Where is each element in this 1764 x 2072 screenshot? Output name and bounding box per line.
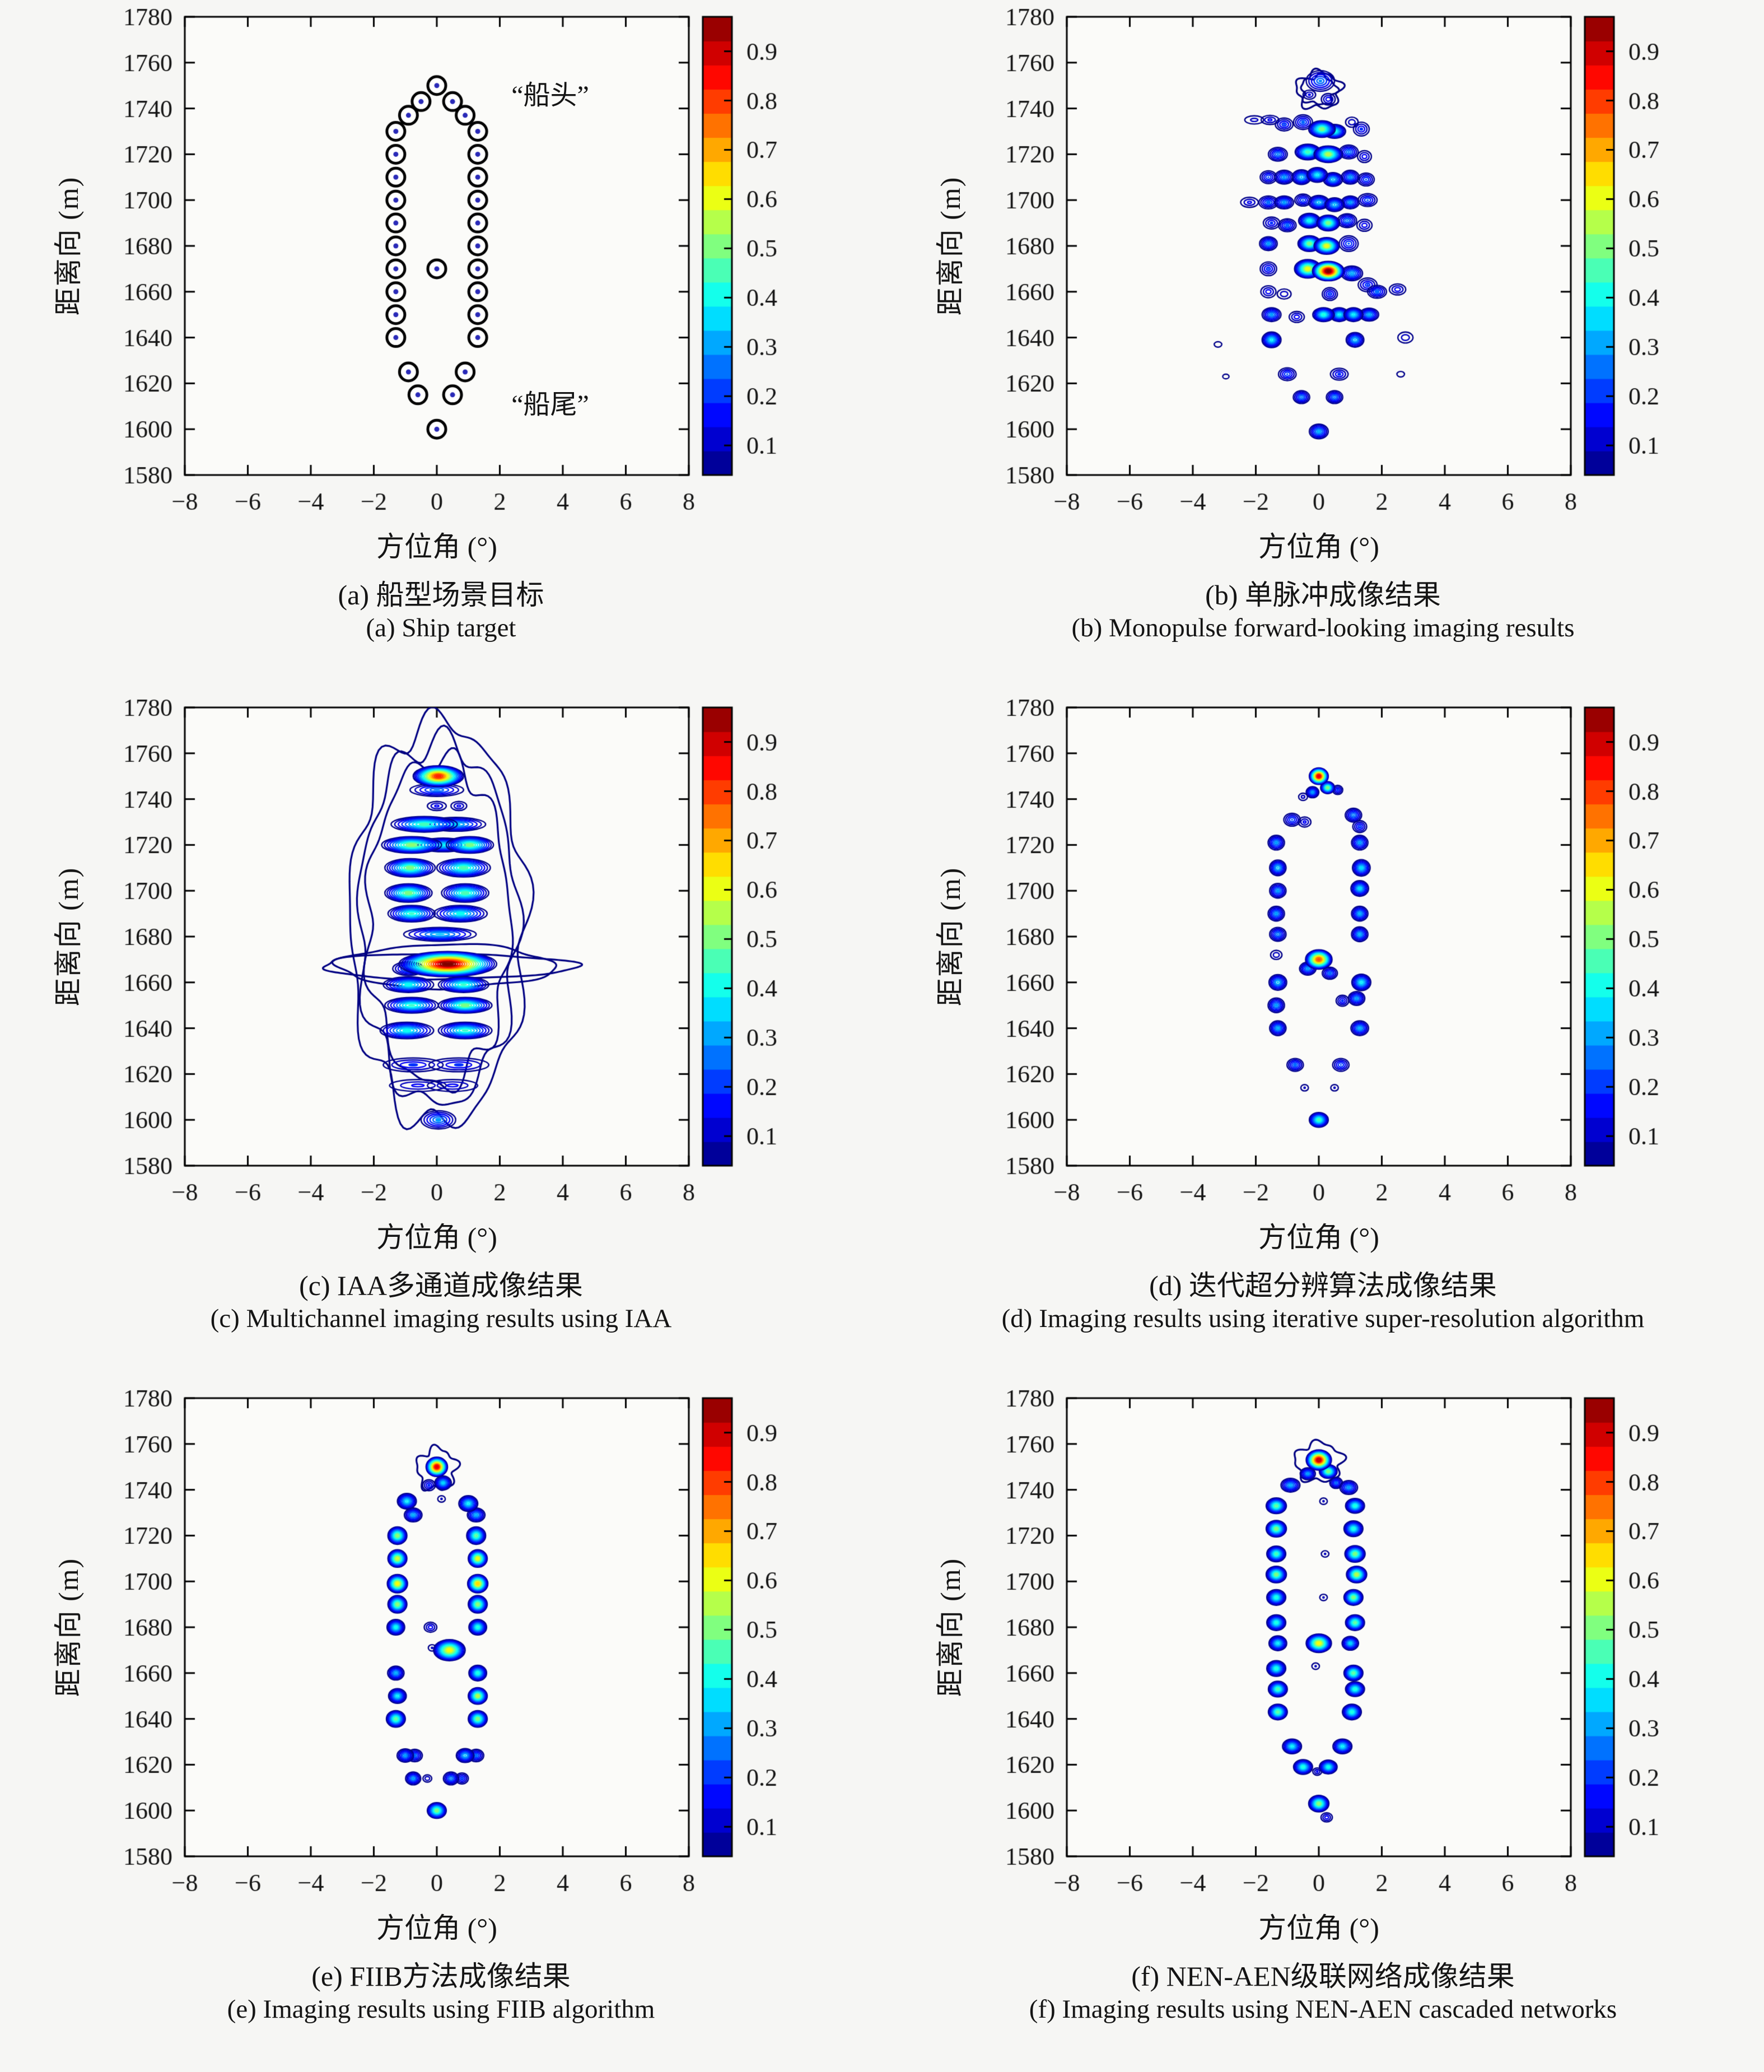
y-axis-label: 距离向 (m) [935, 176, 966, 316]
caption-en: (c) Multichannel imaging results using I… [210, 1304, 672, 1333]
annotation-text: “船头” [511, 80, 589, 110]
caption-en: (e) Imaging results using FIIB algorithm [227, 1995, 655, 2024]
caption-zh: (b) 单脉冲成像结果 [1205, 579, 1441, 611]
panel-f-plot-canvas [882, 1381, 1764, 2072]
x-axis-label: 方位角 (°) [376, 1222, 497, 1253]
x-axis-label: 方位角 (°) [376, 1912, 497, 1944]
panel-c-plot-canvas [0, 691, 882, 1381]
annotation-text: “船尾” [511, 390, 589, 420]
panel-b-monopulse: 距离向 (m) 方位角 (°) (b) 单脉冲成像结果 (b) Monopuls… [882, 0, 1764, 691]
panel-f-nen-aen: 距离向 (m) 方位角 (°) (f) NEN-AEN级联网络成像结果 (f) … [882, 1381, 1764, 2072]
y-axis-label: 距离向 (m) [935, 867, 966, 1007]
x-axis-label: 方位角 (°) [376, 531, 497, 562]
caption-zh: (a) 船型场景目标 [338, 579, 544, 611]
caption-zh: (f) NEN-AEN级联网络成像结果 [1131, 1961, 1515, 1992]
panel-b-plot-canvas [882, 0, 1764, 691]
panel-c-iaa: 距离向 (m) 方位角 (°) (c) IAA多通道成像结果 (c) Multi… [0, 691, 882, 1381]
panel-d-super-resolution: 距离向 (m) 方位角 (°) (d) 迭代超分辨算法成像结果 (d) Imag… [882, 691, 1764, 1381]
x-axis-label: 方位角 (°) [1258, 1222, 1379, 1253]
panel-a-plot-canvas [0, 0, 882, 691]
panel-e-plot-canvas [0, 1381, 882, 2072]
caption-en: (f) Imaging results using NEN-AEN cascad… [1029, 1995, 1617, 2024]
x-axis-label: 方位角 (°) [1258, 1912, 1379, 1944]
y-axis-label: 距离向 (m) [53, 1557, 84, 1697]
caption-zh: (c) IAA多通道成像结果 [299, 1270, 583, 1301]
y-axis-label: 距离向 (m) [53, 867, 84, 1007]
panel-d-plot-canvas [882, 691, 1764, 1381]
y-axis-label: 距离向 (m) [935, 1557, 966, 1697]
x-axis-label: 方位角 (°) [1258, 531, 1379, 562]
caption-en: (b) Monopulse forward-looking imaging re… [1071, 613, 1575, 642]
panel-a-ship-target: 距离向 (m) 方位角 (°) (a) 船型场景目标 (a) Ship targ… [0, 0, 882, 691]
panel-e-fiib: 距离向 (m) 方位角 (°) (e) FIIB方法成像结果 (e) Imagi… [0, 1381, 882, 2072]
caption-en: (d) Imaging results using iterative supe… [1001, 1304, 1645, 1333]
y-axis-label: 距离向 (m) [53, 176, 84, 316]
caption-zh: (d) 迭代超分辨算法成像结果 [1149, 1270, 1497, 1301]
caption-zh: (e) FIIB方法成像结果 [311, 1961, 571, 1992]
caption-en: (a) Ship target [366, 613, 516, 642]
